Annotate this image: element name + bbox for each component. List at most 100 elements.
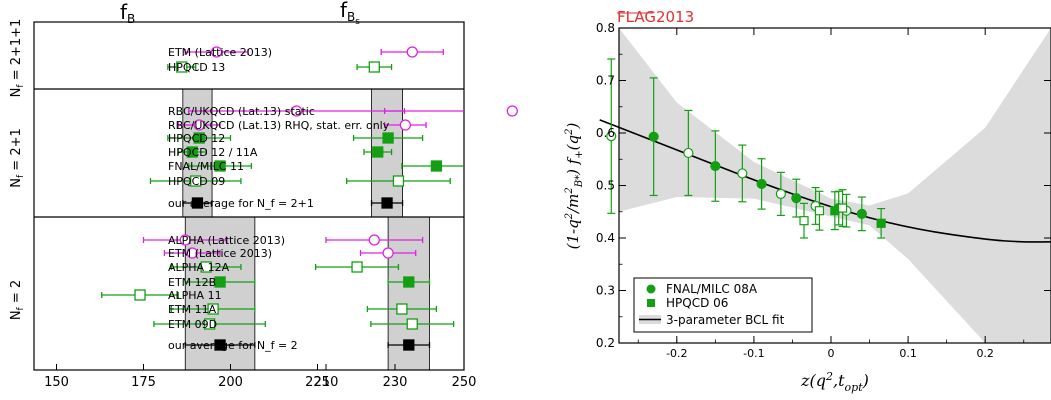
data-point <box>396 303 408 315</box>
y-tick-label: 0.4 <box>596 231 615 245</box>
row-label: HPQCD 12 / 11A <box>168 146 258 159</box>
forest-plot: fB fBs Nf = 2+1+1 Nf = 2+1 Nf = 2 ETM (L… <box>9 0 518 390</box>
y-tick-label: 0.6 <box>596 126 615 140</box>
row-label: RBC/UKQCD (Lat.13) static <box>168 105 315 118</box>
form-factor-plot: -0.2 -0.1 0 0.1 0.2 0.2 0.3 0.4 0.5 0.6 0.7 0.8 FLA… <box>564 8 1051 394</box>
data-point <box>814 206 825 216</box>
data-point <box>406 46 418 58</box>
data-point <box>606 131 617 142</box>
axis-ticks: -0.2 -0.1 0 0.1 0.2 0.2 0.3 0.4 0.5 0.6 0.7 0.8 <box>596 21 1051 360</box>
x-tick-label: 0.2 <box>976 347 994 360</box>
row-label: ETM 12B <box>168 276 216 289</box>
data-point <box>186 247 198 259</box>
data-point <box>403 276 415 288</box>
data-point <box>756 178 767 190</box>
legend-label: HPQCD 06 <box>666 296 728 310</box>
data-point <box>372 146 384 158</box>
y-axis-title: (1-q2/m2B*) f+(q2) <box>564 122 585 249</box>
data-point <box>683 147 694 159</box>
fit-band <box>619 28 1051 343</box>
legend-label: 3-parameter BCL fit <box>666 313 785 327</box>
group-label-nf2: Nf = 2 <box>9 280 26 320</box>
row-label: HPQCD 12 <box>168 132 225 145</box>
tick-label: 150 <box>44 375 69 390</box>
row-label: ETM (Lattice 2013) <box>168 46 272 59</box>
data-point <box>176 61 188 73</box>
legend: FNAL/MILC 08A HPQCD 06 3-parameter BCL f… <box>633 277 813 333</box>
x-axis-title: z(q2,topt) <box>800 370 869 394</box>
data-point <box>876 218 886 228</box>
data-point <box>214 339 226 351</box>
row-label: FNAL/MILC 11 <box>168 160 244 173</box>
data-point <box>382 132 394 144</box>
forest-plot-frame <box>33 21 465 371</box>
data-point <box>648 131 659 142</box>
data-point <box>856 208 867 219</box>
y-tick-label: 0.8 <box>596 21 615 35</box>
row-label: ALPHA (Lattice 2013) <box>168 234 285 247</box>
data-point <box>368 234 380 246</box>
tick-label: 225 <box>305 375 330 390</box>
row-label: HPQCD 13 <box>168 61 225 74</box>
tick-label: 250 <box>452 375 477 390</box>
data-point <box>179 234 191 246</box>
x-tick-label: 0 <box>828 347 835 360</box>
fit-error-band <box>619 28 1051 343</box>
data-point <box>351 261 363 273</box>
data-point <box>214 160 226 172</box>
data-point <box>214 276 226 288</box>
data-point <box>210 46 223 58</box>
column-header-fB: fB <box>120 0 135 26</box>
legend-box <box>633 277 813 333</box>
data-point <box>191 197 204 209</box>
data-point <box>430 160 443 172</box>
data-point <box>506 105 518 117</box>
column-header-fBs: fBs <box>340 0 360 27</box>
y-tick-label: 0.7 <box>596 74 615 88</box>
y-tick-label: 0.5 <box>596 179 615 193</box>
row-label: ETM 09D <box>168 318 217 331</box>
row-label: RBC/UKQCD (Lat.13) RHQ, stat. err. only <box>168 119 390 132</box>
data-point <box>368 61 380 73</box>
row-label: ETM 11A <box>168 303 217 316</box>
y-tick-label: 0.2 <box>596 336 615 350</box>
data-point <box>203 318 216 330</box>
data-point <box>392 175 405 187</box>
flag-logo: FLAG2013 <box>617 8 694 26</box>
x-tick-label: -0.1 <box>743 347 764 360</box>
tick-label: 230 <box>383 375 408 390</box>
row-label: ETM (Lattice 2013) <box>168 247 272 260</box>
data-point <box>799 216 809 226</box>
x-tick-label: -0.2 <box>666 347 687 360</box>
group-label-nf2p1: Nf = 2+1 <box>9 128 26 188</box>
data-point <box>775 188 786 199</box>
data-points <box>606 58 886 239</box>
data-point <box>200 261 212 273</box>
tick-label: 175 <box>131 375 156 390</box>
x-tick-label: 0.1 <box>899 347 917 360</box>
y-tick-label: 0.3 <box>596 284 615 298</box>
forest-row-labels: ETM (Lattice 2013) HPQCD 13 RBC/UKQCD (Lat… <box>168 46 390 352</box>
data-point <box>382 247 394 259</box>
data-point <box>399 119 412 131</box>
forest-rows <box>101 46 518 351</box>
data-point <box>381 197 393 209</box>
data-point <box>837 203 848 213</box>
row-label: ALPHA 12A <box>168 261 230 274</box>
data-point <box>737 168 748 179</box>
row-label: ALPHA 11 <box>168 289 222 302</box>
data-point <box>193 132 205 144</box>
legend-marker-filled-circle <box>646 284 656 294</box>
data-point <box>791 193 802 204</box>
tick-label: 200 <box>218 375 243 390</box>
row-label: our average for N_f = 2 <box>168 339 298 352</box>
data-point <box>290 105 303 117</box>
group-label-nf2p1p1: Nf = 2+1+1 <box>9 19 26 98</box>
legend-marker-filled-square <box>647 299 655 307</box>
data-point <box>193 119 205 131</box>
row-label: HPQCD 09 <box>168 175 225 188</box>
row-label: our average for N_f = 2+1 <box>168 197 314 210</box>
data-point <box>186 146 198 158</box>
